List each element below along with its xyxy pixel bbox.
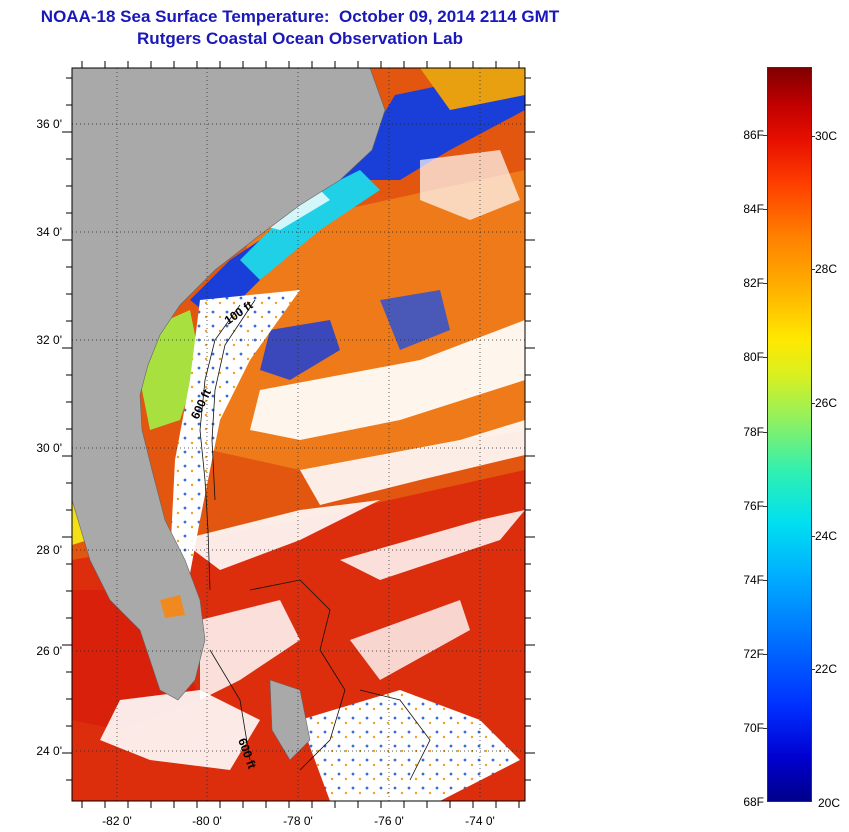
isobath-contours xyxy=(199,299,431,781)
cb-label-70f: 70F xyxy=(743,721,764,735)
colorbar-tick xyxy=(763,283,767,284)
temperature-colorbar xyxy=(767,67,812,802)
lon-label-76: -76 0' xyxy=(374,814,404,828)
colorbar-tick xyxy=(763,135,767,136)
colorbar-tick xyxy=(763,580,767,581)
colorbar-tick xyxy=(763,432,767,433)
cb-label-74f: 74F xyxy=(743,573,764,587)
colorbar-tick xyxy=(811,669,815,670)
lon-label-78: -78 0' xyxy=(283,814,313,828)
cb-label-72f: 72F xyxy=(743,647,764,661)
colorbar-tick xyxy=(811,403,815,404)
blue-patch-2 xyxy=(380,290,450,350)
title-line-2: Rutgers Coastal Ocean Observation Lab xyxy=(137,29,463,48)
colorbar-tick xyxy=(763,506,767,507)
title-line-1: NOAA-18 Sea Surface Temperature: October… xyxy=(40,7,560,26)
blue-patch-1 xyxy=(260,320,340,380)
lat-label-32: 32 0' xyxy=(36,333,62,347)
cyan-shelf-band xyxy=(240,170,380,280)
land xyxy=(72,68,386,761)
map-image: 100 ft 600 ft 600 ft xyxy=(72,68,525,801)
lon-label-82: -82 0' xyxy=(102,814,132,828)
axis-ticks xyxy=(62,61,535,808)
cb-label-84f: 84F xyxy=(743,202,764,216)
cb-label-30c: 30C xyxy=(815,129,838,143)
lake-okeechobee xyxy=(160,595,185,618)
cb-label-68f: 68F xyxy=(743,795,764,809)
lon-label-80: -80 0' xyxy=(192,814,222,828)
colorbar-tick xyxy=(763,654,767,655)
lat-label-34: 34 0' xyxy=(36,225,62,239)
lat-label-36: 36 0' xyxy=(36,117,62,131)
map-title: NOAA-18 Sea Surface Temperature: October… xyxy=(0,6,600,50)
colorbar-tick xyxy=(811,536,815,537)
map-frame xyxy=(71,67,526,802)
bahamas-andros xyxy=(269,679,311,761)
cb-label-76f: 76F xyxy=(743,499,764,513)
colorbar-tick xyxy=(763,728,767,729)
colorbar-tick xyxy=(811,136,815,137)
cb-label-28c: 28C xyxy=(815,262,838,276)
cb-label-20c: 20C xyxy=(818,796,841,810)
colorbar-tick xyxy=(763,357,767,358)
cb-label-24c: 24C xyxy=(815,529,838,543)
lon-label-74: -74 0' xyxy=(465,814,495,828)
colorbar-tick xyxy=(811,269,815,270)
lat-label-24: 24 0' xyxy=(36,744,62,758)
lat-label-30: 30 0' xyxy=(36,441,62,455)
cb-label-26c: 26C xyxy=(815,396,838,410)
cb-label-82f: 82F xyxy=(743,276,764,290)
lat-label-28: 28 0' xyxy=(36,543,62,557)
lat-label-26: 26 0' xyxy=(36,644,62,658)
cb-label-78f: 78F xyxy=(743,425,764,439)
cb-label-22c: 22C xyxy=(815,662,838,676)
northeast-warm-patch xyxy=(420,68,525,110)
cb-label-80f: 80F xyxy=(743,350,764,364)
colorbar-tick xyxy=(763,209,767,210)
cb-label-86f: 86F xyxy=(743,128,764,142)
